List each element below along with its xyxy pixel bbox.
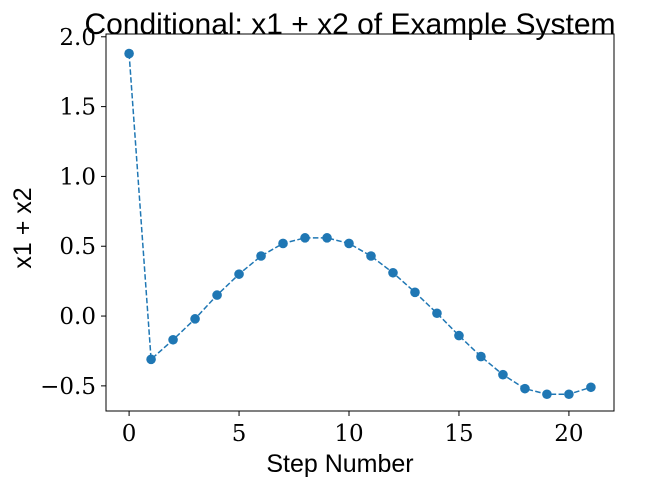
data-point xyxy=(476,351,486,362)
data-point xyxy=(256,251,266,261)
data-point xyxy=(542,389,552,400)
plot-frame xyxy=(105,33,615,412)
y-tick-label: 0.0 xyxy=(59,304,96,330)
y-tick-label: 2.0 xyxy=(59,25,96,51)
data-point xyxy=(322,233,332,243)
data-point xyxy=(212,290,222,300)
data-point xyxy=(344,238,354,249)
x-tick-label: 10 xyxy=(334,421,363,447)
series-markers xyxy=(124,48,596,400)
data-point xyxy=(300,233,310,243)
data-point xyxy=(278,238,288,249)
series-line xyxy=(128,53,592,395)
data-point xyxy=(410,287,420,298)
data-point xyxy=(190,314,200,324)
data-point xyxy=(168,334,178,345)
data-point xyxy=(234,269,244,279)
y-tick-label: −0.5 xyxy=(40,374,96,400)
x-tick-label: 15 xyxy=(444,421,473,447)
data-point xyxy=(432,308,442,319)
data-point xyxy=(454,330,464,341)
data-point xyxy=(520,383,530,394)
data-point xyxy=(564,389,574,400)
y-tick-label: 0.5 xyxy=(59,234,96,260)
data-point xyxy=(366,251,376,261)
x-tick-label: 20 xyxy=(554,421,583,447)
y-axis-label: x1 + x2 xyxy=(9,187,37,268)
x-tick-label: 5 xyxy=(232,421,247,447)
y-tick-label: 1.0 xyxy=(59,164,96,190)
data-point xyxy=(498,369,508,380)
data-point xyxy=(388,267,398,278)
data-point xyxy=(124,48,134,59)
chart-title: Conditional: x1 + x2 of Example System xyxy=(84,8,615,41)
data-point xyxy=(146,354,156,365)
x-axis-ticks: 0 5 10 15 20 xyxy=(122,411,584,447)
y-tick-label: 1.5 xyxy=(59,95,96,121)
x-tick-label: 0 xyxy=(122,421,137,447)
y-axis-ticks: −0.5 0.0 0.5 1.0 1.5 2.0 xyxy=(40,25,106,400)
x-axis-label: Step Number xyxy=(266,450,413,478)
data-point xyxy=(586,382,596,393)
